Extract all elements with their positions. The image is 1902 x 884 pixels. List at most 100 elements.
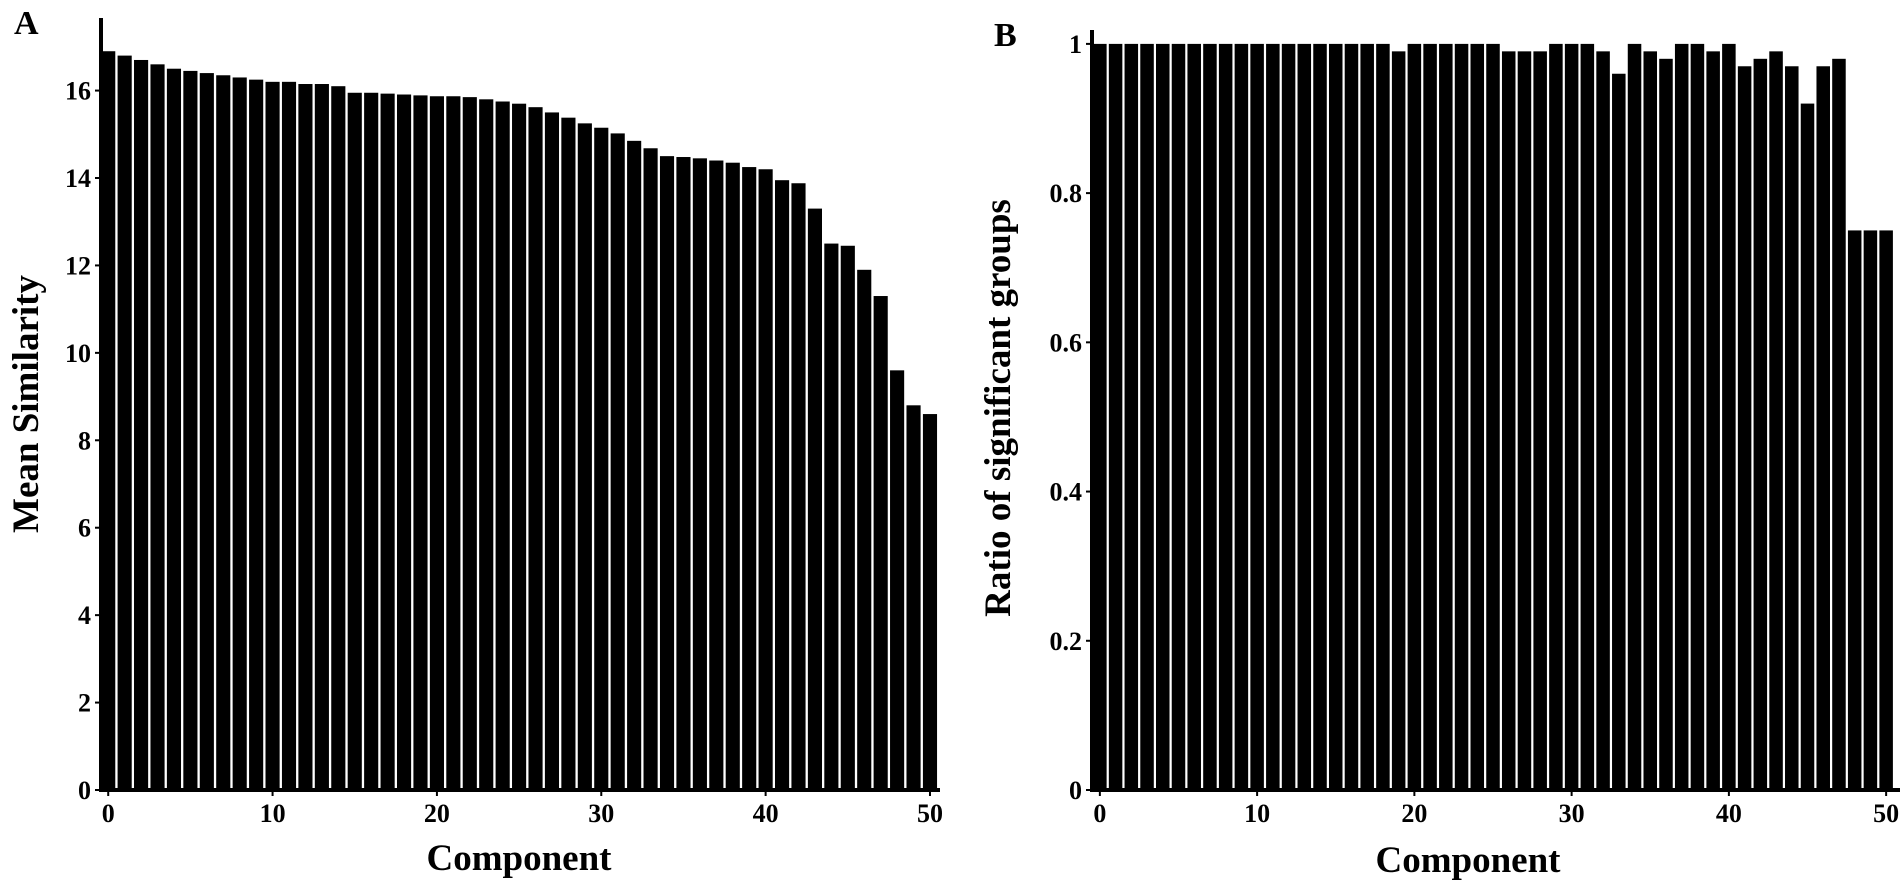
panel-a-x-axis-title: Component [426, 838, 612, 879]
panel-b-bar-0 [1093, 43, 1107, 790]
panel-a-y-tick-label: 4 [78, 601, 91, 630]
panel-b-bar-44 [1785, 66, 1799, 790]
panel-a-bar-40 [758, 169, 773, 790]
panel-b-y-ticks: 0 0.2 0.4 0.6 0.8 1 [1050, 30, 1092, 805]
panel-b-bar-50 [1879, 230, 1893, 791]
panel-b-bar-22 [1439, 43, 1453, 790]
panel-a-y-tick-label: 8 [78, 426, 91, 455]
panel-b-x-tick-label: 30 [1559, 799, 1585, 828]
panel-a-y-tick-label: 16 [65, 77, 91, 106]
panel-a-bar-50 [922, 414, 938, 790]
panel-a-bar-13 [314, 84, 329, 790]
panel-a-x-tick-label: 0 [102, 799, 115, 828]
panel-a-bar-14 [331, 86, 346, 790]
panel-b-bar-8 [1218, 43, 1233, 790]
panel-b-bar-34 [1627, 43, 1642, 790]
panel-b-bar-6 [1187, 43, 1201, 790]
panel-b-bar-12 [1281, 43, 1296, 790]
panel-a-x-tick-label: 40 [753, 799, 779, 828]
panel-b-bar-1 [1108, 43, 1123, 790]
panel-a-bar-26 [528, 107, 543, 791]
panel-a-letter: A [14, 5, 39, 42]
panel-a-bar-7 [216, 75, 231, 790]
panel-b-bar-40 [1722, 43, 1736, 790]
panel-a-bar-32 [627, 140, 642, 791]
panel-b-bar-31 [1580, 43, 1595, 790]
panel-a-bar-4 [166, 68, 182, 790]
panel-b-x-tick-label: 10 [1244, 799, 1270, 828]
panel-b-bar-46 [1816, 66, 1830, 790]
panel-b-x-tick-label: 40 [1716, 799, 1742, 828]
panel-b-x-tick-label: 50 [1873, 799, 1899, 828]
panel-b-y-tick-label: 0.2 [1050, 627, 1083, 656]
panel-a-bar-35 [676, 157, 691, 790]
panel-a-bar-17 [380, 93, 395, 790]
panel-a-bar-0 [101, 51, 116, 791]
panel-a-x-tick-label: 50 [917, 799, 943, 828]
panel-a-bar-6 [199, 73, 214, 791]
panel-b-bar-33 [1612, 73, 1626, 791]
panel-a-bar-20 [429, 96, 444, 790]
panel-b-bar-41 [1737, 66, 1752, 790]
panel-b-bar-3 [1140, 43, 1154, 790]
panel-a-bar-11 [281, 81, 297, 790]
panel-a-bar-15 [347, 92, 362, 790]
panel-a-bar-49 [906, 405, 921, 790]
panel-b-bar-13 [1297, 43, 1312, 790]
panel-a-y-tick-label: 6 [78, 514, 91, 543]
panel-a-bar-30 [594, 127, 609, 791]
panel-b-bar-29 [1549, 43, 1563, 790]
panel-a-bar-45 [840, 245, 855, 790]
panel-a-bar-12 [298, 84, 313, 790]
panel-b-bar-10 [1250, 43, 1264, 790]
panel-b-bar-24 [1470, 43, 1485, 790]
panel-a-bar-16 [364, 92, 379, 790]
panel-a-bar-1 [117, 55, 132, 791]
panel-b-bar-35 [1643, 51, 1658, 791]
panel-a-bar-23 [479, 99, 494, 790]
panel-b-bar-49 [1863, 230, 1878, 791]
panel-b-y-tick-label: 0 [1069, 776, 1082, 805]
panel-b-y-tick-label: 1 [1069, 30, 1082, 59]
panel-b-bar-27 [1517, 51, 1532, 791]
panel-a-x-tick-label: 10 [260, 799, 286, 828]
panel-b-bar-7 [1203, 43, 1217, 790]
panel-a-bar-10 [265, 81, 280, 790]
panel-a-y-tick-label: 12 [65, 251, 91, 280]
panel-a-bar-48 [890, 370, 905, 790]
panel-b-bar-17 [1360, 43, 1374, 790]
panel-a-x-tick-label: 30 [588, 799, 614, 828]
panel-b-bar-32 [1596, 51, 1610, 791]
panel-a-bar-29 [577, 123, 592, 791]
panel-b-x-ticks: 0 10 20 30 40 50 [1093, 790, 1899, 828]
panel-a-bar-43 [807, 208, 822, 791]
panel-b-bar-47 [1832, 58, 1846, 791]
panel-b-y-tick-label: 0.8 [1050, 179, 1083, 208]
panel-a-bar-27 [544, 112, 560, 791]
panel-a: A 0 2 4 6 8 10 12 14 16 0 10 20 30 40 50 Component Me… [6, 5, 943, 879]
panel-b-bar-19 [1391, 51, 1406, 791]
panel-b-bar-30 [1564, 43, 1579, 790]
panel-a-bar-36 [692, 158, 707, 790]
panel-b-y-tick-label: 0.6 [1050, 328, 1083, 357]
panel-b-y-axis-title: Ratio of significant groups [978, 199, 1019, 617]
panel-a-bar-31 [610, 133, 625, 790]
panel-b-letter: B [994, 17, 1017, 54]
panel-b-bar-14 [1313, 43, 1327, 790]
panel-a-y-axis-title: Mean Similarity [6, 275, 47, 533]
panel-a-bar-34 [659, 156, 675, 790]
panel-a-bar-44 [824, 243, 839, 790]
panel-b-bar-48 [1847, 230, 1862, 791]
panel-b-x-tick-label: 0 [1093, 799, 1106, 828]
panel-a-bar-19 [413, 95, 428, 790]
panel-a-bar-39 [742, 167, 757, 790]
panel-b: B 0 0.2 0.4 0.6 0.8 1 0 10 20 30 40 50 Component R… [978, 17, 1900, 881]
panel-a-bar-24 [495, 101, 510, 790]
panel-a-bar-46 [857, 269, 872, 790]
panel-b-bar-23 [1454, 43, 1469, 790]
panel-a-y-tick-label: 0 [78, 776, 91, 805]
panel-b-bar-36 [1659, 58, 1673, 791]
panel-b-bar-16 [1344, 43, 1359, 790]
panel-b-bar-37 [1674, 43, 1689, 790]
